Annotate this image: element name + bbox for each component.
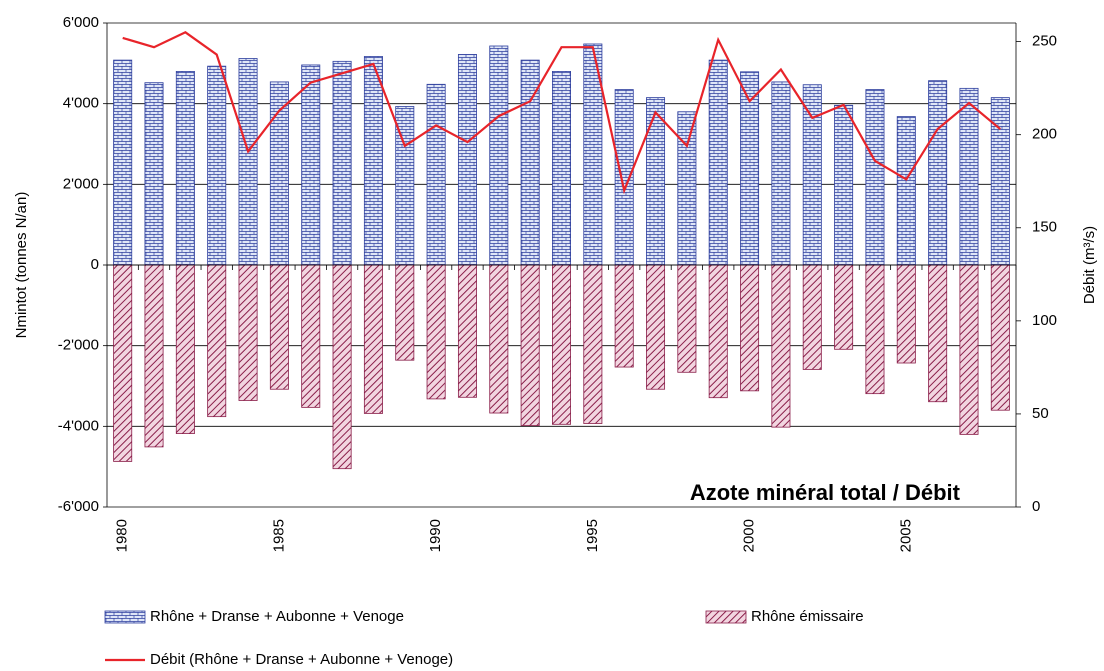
bar: [771, 81, 791, 266]
bar: [363, 264, 383, 414]
bar: [489, 45, 509, 266]
bar: [363, 56, 383, 266]
bar: [771, 264, 791, 428]
y2-axis-label: Débit (m³/s): [1081, 226, 1098, 304]
y-tick-label: 2'000: [63, 175, 99, 192]
bar: [457, 54, 477, 266]
line: [122, 31, 1002, 195]
x-tick-label: 1990: [427, 519, 444, 552]
chart-title: Azote minéral total / Débit: [690, 480, 961, 505]
bar: [426, 83, 446, 266]
bar: [175, 264, 195, 434]
legend-label: Rhône + Dranse + Aubonne + Venoge: [150, 608, 404, 625]
y-tick-label: 6'000: [63, 14, 99, 31]
y-tick-label: 0: [91, 256, 99, 273]
bar: [928, 80, 948, 266]
x-tick-label: 2000: [741, 519, 758, 552]
bar: [740, 264, 760, 392]
bar: [332, 60, 352, 266]
bar: [677, 264, 697, 373]
bar: [865, 89, 885, 266]
bar: [395, 264, 415, 361]
bar: [834, 264, 854, 350]
bar: [865, 264, 885, 395]
bar: [677, 111, 697, 266]
x-tick-label: 1980: [114, 519, 131, 552]
bar: [802, 84, 822, 266]
bar: [614, 264, 634, 368]
bar: [896, 264, 916, 364]
legend-swatch: [705, 610, 747, 624]
y2-tick-label: 0: [1032, 498, 1040, 515]
bar: [144, 82, 164, 266]
y2-tick-label: 100: [1032, 312, 1057, 329]
bar: [144, 264, 164, 448]
y-tick-label: -2'000: [58, 337, 99, 354]
y-tick-label: 4'000: [63, 95, 99, 112]
legend-swatch: [104, 610, 146, 624]
bar: [238, 58, 258, 266]
bar: [834, 104, 854, 266]
x-tick-label: 1995: [584, 519, 601, 552]
y2-tick-label: 50: [1032, 405, 1049, 422]
bar: [269, 264, 289, 390]
bar: [457, 264, 477, 398]
bar: [301, 264, 321, 408]
bar: [301, 64, 321, 266]
bar: [646, 264, 666, 390]
bar: [207, 65, 227, 266]
bar: [489, 264, 509, 414]
bar: [175, 71, 195, 266]
y2-tick-label: 200: [1032, 126, 1057, 143]
x-tick-label: 2005: [897, 519, 914, 552]
bar: [207, 264, 227, 418]
bar: [552, 71, 571, 266]
y2-tick-label: 250: [1032, 33, 1057, 50]
bar: [583, 264, 603, 424]
bar: [708, 264, 728, 399]
bar: [959, 87, 979, 266]
bar: [896, 116, 916, 266]
bar: [520, 264, 540, 426]
y2-tick-label: 150: [1032, 219, 1057, 236]
y-tick-label: -4'000: [58, 417, 99, 434]
legend-label: Rhône émissaire: [751, 608, 864, 625]
bar: [552, 264, 571, 425]
bar: [928, 264, 948, 403]
legend-label: Débit (Rhône + Dranse + Aubonne + Venoge…: [150, 651, 453, 668]
bar: [646, 97, 666, 266]
bar: [426, 264, 446, 400]
bar: [990, 264, 1010, 411]
bar: [113, 59, 133, 266]
bar: [708, 59, 728, 266]
x-tick-label: 1985: [270, 519, 287, 552]
y-axis-label: Nmintot (tonnes N/an): [13, 192, 30, 339]
bar: [802, 264, 822, 370]
bar: [332, 264, 352, 470]
bar: [238, 264, 258, 401]
bar: [113, 264, 133, 462]
y-tick-label: -6'000: [58, 498, 99, 515]
bar: [959, 264, 979, 435]
